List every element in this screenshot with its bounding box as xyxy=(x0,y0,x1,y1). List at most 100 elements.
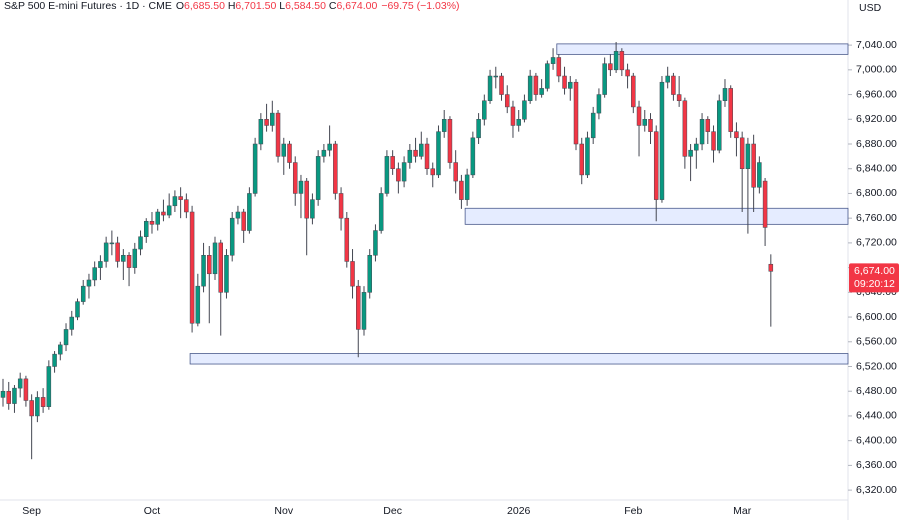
candle-body xyxy=(126,255,132,268)
candle-body xyxy=(441,119,447,132)
candle-body xyxy=(424,143,430,169)
candle-body xyxy=(717,100,722,151)
candle-body xyxy=(247,193,252,231)
candle-body xyxy=(596,94,602,114)
candle-body xyxy=(619,51,625,71)
price-tag xyxy=(849,263,899,293)
candle-body xyxy=(195,285,201,324)
candle-body xyxy=(184,199,189,213)
ohlc-fields: O6,685.50 H6,701.50 L6,584.50 C6,674.00 xyxy=(176,0,377,12)
candle-body xyxy=(86,279,92,287)
candle-body xyxy=(676,94,682,101)
candle-body xyxy=(613,51,619,71)
candle-body xyxy=(361,292,367,330)
candle-body xyxy=(602,63,607,95)
candle-body xyxy=(636,106,642,126)
candle-body xyxy=(413,149,418,157)
zone xyxy=(189,353,849,365)
candle-body xyxy=(63,329,69,346)
x-tick-label: Nov xyxy=(274,505,293,517)
candle-body xyxy=(17,378,23,389)
candle-body xyxy=(121,255,126,262)
candle-body xyxy=(218,242,223,293)
candle-body xyxy=(665,75,670,83)
candle-body xyxy=(58,344,63,355)
candle-body xyxy=(453,162,458,182)
y-tick-label: 6,440.00 xyxy=(856,410,897,422)
candle-body xyxy=(310,199,315,219)
candle-body xyxy=(711,131,716,151)
x-tick-label: Mar xyxy=(733,505,752,517)
field-value: 6,584.50 xyxy=(285,0,326,12)
y-tick-label: 6,480.00 xyxy=(856,385,897,397)
candle-body xyxy=(510,106,516,126)
candle-body xyxy=(436,131,441,176)
candle-body xyxy=(493,75,499,78)
y-tick-label: 6,920.00 xyxy=(856,113,897,125)
candle-body xyxy=(172,196,178,207)
y-tick-label: 6,320.00 xyxy=(856,484,897,496)
candle-body xyxy=(499,75,504,95)
candle-body xyxy=(671,75,676,95)
candle-body xyxy=(109,242,115,245)
candle-body xyxy=(550,57,556,64)
candle-body xyxy=(212,242,218,275)
candle-body xyxy=(321,149,327,157)
candle-body xyxy=(229,217,235,256)
candle-body xyxy=(751,143,756,188)
candle-body xyxy=(407,149,413,163)
candle-body xyxy=(189,211,195,324)
candle-body xyxy=(52,353,57,367)
candle-body xyxy=(350,261,355,287)
x-tick-label: Sep xyxy=(22,505,41,517)
candle-body xyxy=(103,242,109,262)
candle-body xyxy=(287,143,292,163)
candle-body xyxy=(178,196,183,200)
candle-body xyxy=(304,180,309,219)
candle-body xyxy=(166,205,172,216)
candle-body xyxy=(459,180,464,200)
y-tick-label: 7,000.00 xyxy=(856,64,897,76)
candle-body xyxy=(482,100,487,120)
candle-body xyxy=(705,119,711,132)
header: S&P 500 E-mini Futures · 1D · CME O6,685… xyxy=(4,0,460,12)
candle-body xyxy=(579,143,584,176)
y-tick-label: 6,720.00 xyxy=(856,237,897,249)
y-tick-label: 6,360.00 xyxy=(856,459,897,471)
candle-body xyxy=(275,112,281,157)
candle-body xyxy=(573,81,579,145)
candle-body xyxy=(46,366,52,407)
candle-body xyxy=(264,119,269,126)
candle-body xyxy=(138,236,143,250)
candle-body xyxy=(533,75,539,95)
candle-body xyxy=(378,193,384,231)
candle-body xyxy=(258,119,264,145)
candle-body xyxy=(430,168,435,176)
candle-body xyxy=(144,221,149,237)
candle-body xyxy=(556,57,562,77)
candle-body xyxy=(487,75,493,101)
candle-body xyxy=(728,88,733,132)
y-tick-label: 6,880.00 xyxy=(856,138,897,150)
candle-body xyxy=(270,112,275,126)
change: −69.75 (−1.03%) xyxy=(381,0,460,12)
candle-body xyxy=(745,143,751,169)
price-tag-label: 6,674.00 xyxy=(854,265,895,277)
candle-body xyxy=(333,143,338,194)
candle-body xyxy=(390,156,395,169)
candle-body xyxy=(201,255,206,287)
candle-body xyxy=(522,100,527,120)
field-value: 6,701.50 xyxy=(235,0,277,12)
candle-body xyxy=(344,217,350,262)
candle-body xyxy=(396,168,401,182)
candle-body xyxy=(562,75,567,89)
field-key: H xyxy=(227,0,236,12)
candle-body xyxy=(35,397,40,417)
candle-body xyxy=(12,387,17,404)
symbol: S&P 500 E-mini Futures · 1D · CME xyxy=(4,0,172,12)
candle-body xyxy=(149,221,155,225)
x-tick-label: Dec xyxy=(383,505,402,517)
y-tick-label: 6,400.00 xyxy=(856,434,897,446)
candle-body xyxy=(155,211,160,225)
